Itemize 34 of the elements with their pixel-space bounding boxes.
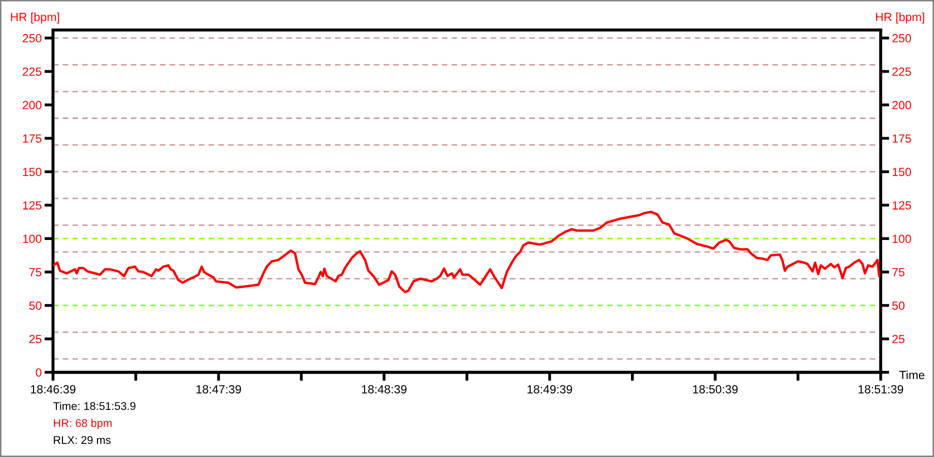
x-tick-label: 18:48:39: [362, 385, 406, 394]
y-tick-label: 25: [29, 334, 42, 344]
text: RLX: 29 ms: [54, 436, 111, 444]
y-tick-label: 250: [22, 34, 42, 42]
y2-tick-label: 50: [892, 301, 904, 310]
y-tick-label: 0: [36, 368, 42, 377]
y2-tick-label: 75: [892, 268, 904, 276]
y2-tick-label: 125: [892, 201, 912, 210]
y-tick-label: 75: [29, 268, 42, 276]
line-series: [53, 210, 880, 294]
text: HR: 68 bpm: [54, 418, 112, 430]
y-tick-label: 150: [23, 168, 42, 176]
y2-tick-label: 150: [892, 168, 912, 176]
x-tick-label: 18:50:39: [693, 385, 738, 394]
y2-tick-label: 225: [892, 67, 912, 76]
x-tick-label: 18:49:39: [528, 385, 572, 394]
y2-axis-title: HR [bpm]: [876, 12, 924, 24]
y-tick-label: 50: [29, 301, 42, 310]
x-axis-title: Time: [899, 370, 924, 380]
y2-tick-label: 100: [892, 234, 912, 243]
y2-tick-label: 250: [892, 34, 912, 42]
x-tick-label: 18:47:39: [196, 385, 241, 394]
x-tick-label: 18:46:39: [30, 385, 76, 394]
x-tick-label: 18:51:39: [858, 385, 904, 394]
y2-tick-label: 25: [892, 334, 904, 344]
y-tick-label: 175: [23, 134, 42, 143]
y-tick-label: 200: [22, 100, 42, 110]
y2-tick-label: 175: [892, 134, 912, 143]
y-axis-title: HR [bpm]: [11, 12, 60, 24]
y2-tick-label: 200: [892, 100, 912, 110]
y-tick-label: 225: [22, 67, 42, 76]
y-tick-label: 100: [23, 234, 42, 243]
y-tick-label: 125: [23, 201, 42, 210]
text: Time: 18:51:53.9: [53, 402, 136, 410]
